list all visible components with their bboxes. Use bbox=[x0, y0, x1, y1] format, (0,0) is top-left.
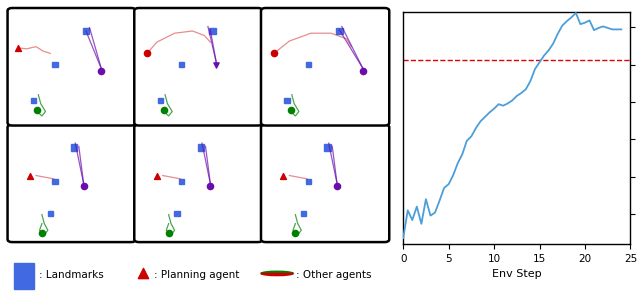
Text: : Landmarks: : Landmarks bbox=[39, 270, 104, 280]
Point bbox=[358, 69, 369, 74]
Bar bbox=[71, 145, 77, 151]
Bar bbox=[179, 179, 184, 184]
Point bbox=[142, 51, 152, 56]
FancyBboxPatch shape bbox=[261, 8, 389, 126]
Point bbox=[79, 183, 89, 188]
Bar bbox=[209, 28, 216, 34]
Point bbox=[152, 173, 162, 178]
Point bbox=[96, 69, 106, 74]
FancyBboxPatch shape bbox=[134, 8, 262, 126]
Bar bbox=[157, 98, 163, 103]
Point bbox=[205, 183, 216, 188]
Point bbox=[138, 271, 148, 276]
X-axis label: Env Step: Env Step bbox=[492, 269, 541, 279]
Bar bbox=[52, 179, 58, 184]
Point bbox=[164, 230, 174, 235]
Bar bbox=[179, 62, 184, 67]
FancyBboxPatch shape bbox=[134, 124, 262, 242]
FancyBboxPatch shape bbox=[8, 124, 136, 242]
Wedge shape bbox=[261, 271, 293, 273]
Bar bbox=[14, 263, 34, 289]
Bar bbox=[301, 211, 307, 216]
Bar bbox=[31, 98, 36, 103]
FancyBboxPatch shape bbox=[261, 124, 389, 242]
Bar bbox=[284, 98, 290, 103]
Bar bbox=[306, 179, 311, 184]
Bar bbox=[83, 28, 89, 34]
Bar bbox=[198, 145, 204, 151]
FancyBboxPatch shape bbox=[8, 8, 136, 126]
Point bbox=[269, 51, 279, 56]
Bar bbox=[336, 28, 342, 34]
Point bbox=[25, 173, 35, 178]
Point bbox=[13, 45, 23, 50]
Point bbox=[285, 108, 296, 113]
Wedge shape bbox=[261, 273, 293, 276]
Point bbox=[332, 183, 342, 188]
Bar bbox=[52, 62, 58, 67]
Bar bbox=[174, 211, 180, 216]
Point bbox=[211, 62, 221, 67]
Text: : Other agents: : Other agents bbox=[296, 270, 372, 280]
Point bbox=[278, 173, 289, 178]
Point bbox=[32, 108, 42, 113]
Point bbox=[36, 230, 47, 235]
Text: : Planning agent: : Planning agent bbox=[154, 270, 239, 280]
Point bbox=[159, 108, 169, 113]
Bar bbox=[324, 145, 331, 151]
Bar bbox=[306, 62, 311, 67]
Bar bbox=[47, 211, 53, 216]
Point bbox=[291, 230, 301, 235]
